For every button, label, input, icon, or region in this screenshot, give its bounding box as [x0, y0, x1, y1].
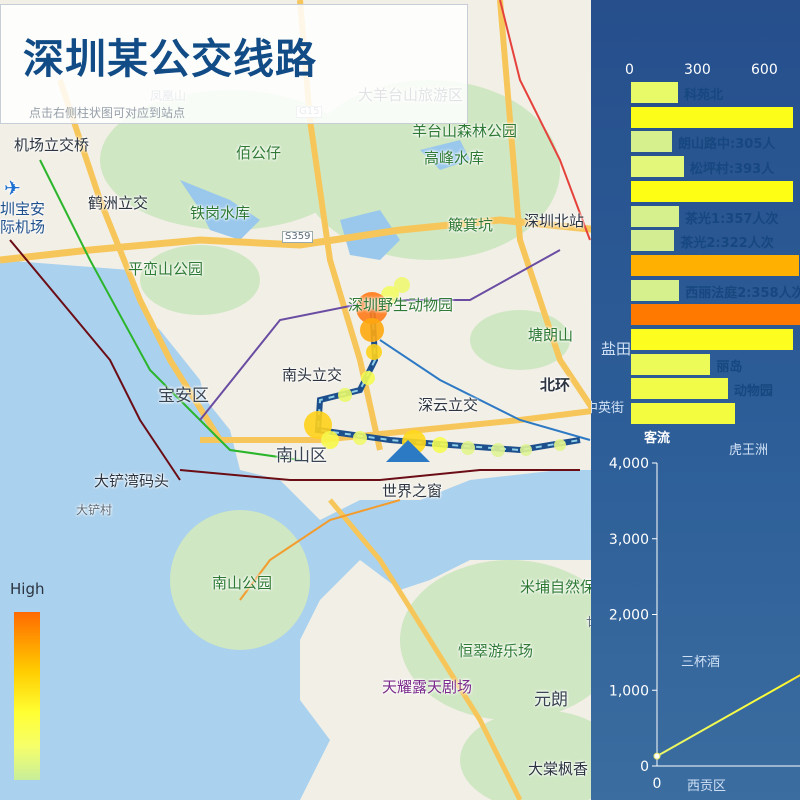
bar-label: 科苑北	[684, 88, 724, 103]
bar-fill[interactable]	[631, 180, 793, 202]
bar-fill[interactable]	[631, 230, 675, 252]
map-label-baoan-district: 宝安区	[158, 386, 209, 406]
bar-x-tick-0: 0	[625, 62, 634, 78]
bar-label: 松坪村:393人	[689, 162, 775, 178]
panel-map-label-yandian: 盐田	[601, 340, 632, 358]
map-label-dachan-pier: 大铲湾码头	[94, 472, 170, 490]
map-label-yuanlang: 元朗	[534, 690, 568, 710]
passenger-bar-chart[interactable]: 科苑北朗山路中:305人松坪村:393人 茶光1:357人次茶光2:322人次西丽…	[631, 82, 800, 428]
map-label-nantou: 南头立交	[282, 366, 343, 384]
road-badge-s359: S359	[282, 231, 314, 243]
bar-x-tick-600: 600	[751, 62, 778, 78]
bar-label: 朗山路中:305人	[678, 137, 776, 153]
x-tick-label: 0	[653, 776, 662, 792]
map-label-tiegang: 铁岗水库	[190, 204, 251, 222]
bar-x-tick-300: 300	[684, 62, 711, 78]
line-chart-axes	[656, 463, 800, 767]
map-label-zoo: 深圳野生动物园	[348, 296, 454, 314]
map-label-window-world: 世界之窗	[382, 482, 443, 500]
map-label-tanglangshan: 塘朗山	[528, 326, 574, 344]
map-label-nanshan-park: 南山公园	[212, 574, 273, 592]
title-box: 深圳某公交线路 点击右侧柱状图可对应到站点	[0, 4, 468, 124]
bar-label: 茶光2:322人次	[680, 236, 774, 252]
legend-gradient-bar[interactable]	[14, 612, 40, 780]
panel-map-label-sanbeijiu: 三杯酒	[681, 655, 721, 670]
map-label-tianyao: 天耀露天剧场	[382, 678, 473, 696]
line-data-point[interactable]	[653, 752, 661, 760]
y-tick-label: 4,000	[609, 456, 649, 472]
y-tick-label: 0	[640, 759, 649, 775]
bar-label: 动物园	[733, 384, 773, 400]
y-tick-label: 3,000	[609, 532, 649, 548]
panel-map-label-zhongying: 中英街	[591, 401, 625, 416]
bar-fill[interactable]	[631, 304, 800, 326]
map-label-yangtaishan: 羊台山森林公园	[412, 122, 518, 140]
page-subtitle: 点击右侧柱状图可对应到站点	[29, 106, 186, 120]
bar-fill[interactable]	[631, 254, 800, 276]
stats-panel: 盐田 中英街 虎王洲 三杯酒 西贡区 0 300 600 科苑北朗山路中:305…	[591, 0, 800, 800]
map-label-dafeng: 大棠枫香	[528, 760, 589, 778]
map-label-shenzhen-north: 深圳北站	[524, 212, 585, 230]
map-label-bojikeng: 簸箕坑	[448, 216, 494, 234]
map-label-dachan-village: 大铲村	[76, 503, 113, 517]
bar-fill[interactable]	[631, 156, 684, 178]
bar-fill[interactable]	[631, 205, 680, 227]
legend-high-label: High	[10, 580, 45, 598]
map-label-hezhou: 鹤洲立交	[88, 194, 149, 212]
map-label-nanshan-district: 南山区	[276, 446, 327, 466]
bar-fill[interactable]	[631, 403, 735, 425]
bar-fill[interactable]	[631, 378, 728, 400]
page-title: 深圳某公交线路	[23, 35, 317, 83]
bar-fill[interactable]	[631, 279, 680, 301]
bar-fill[interactable]	[631, 131, 673, 153]
map-label-baizai: 佰公仔	[236, 144, 282, 162]
bar-fill[interactable]	[631, 353, 711, 375]
panel-map-label-xinan: 西贡区	[687, 779, 727, 794]
bar-chart-title: 客流	[644, 431, 671, 446]
map-label-beihuan: 北环	[540, 376, 571, 394]
airport-icon: ✈	[4, 176, 21, 200]
panel-map-label-huwangzhou: 虎王洲	[729, 443, 769, 458]
map-label-airport-line1: 圳宝安	[0, 200, 46, 218]
bar-label: 丽岛	[716, 359, 743, 375]
heat-legend[interactable]: High	[10, 580, 50, 780]
map-label-gaofeng: 高峰水库	[424, 149, 485, 167]
bar-label: 茶光1:357人次	[685, 211, 779, 227]
y-tick-label: 1,000	[609, 683, 649, 699]
map-label-pingluanshan: 平峦山公园	[128, 260, 204, 278]
bar-fill[interactable]	[631, 106, 793, 128]
bar-label: 西丽法庭2:358人次	[685, 285, 800, 301]
map-label-hengcui: 恒翠游乐场	[458, 642, 534, 660]
bar-fill[interactable]	[631, 329, 793, 350]
map-label-airport-overpass: 机场立交桥	[14, 136, 90, 154]
map-label-shenyun: 深云立交	[418, 396, 479, 414]
map-label-airport-line2: 际机场	[0, 218, 46, 236]
bar-fill[interactable]	[631, 82, 679, 103]
y-tick-label: 2,000	[609, 608, 649, 624]
passenger-series-line[interactable]	[656, 478, 800, 758]
